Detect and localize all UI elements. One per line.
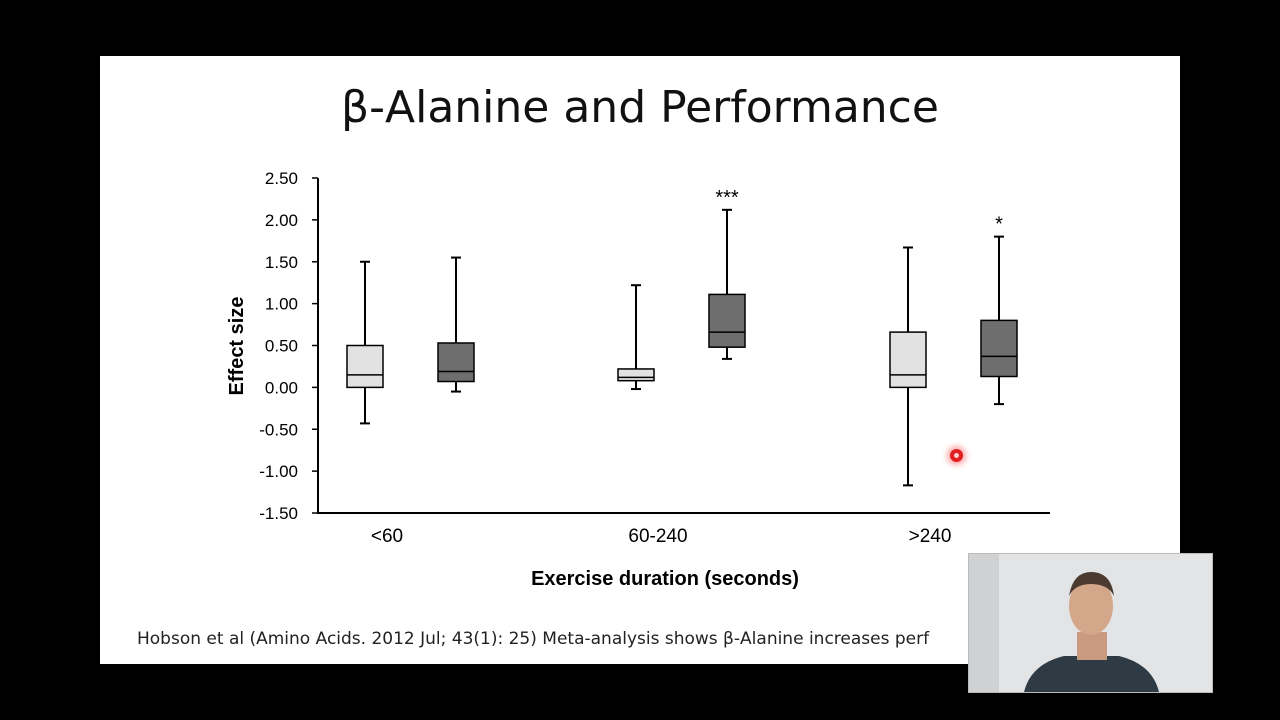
y-tick-label: -1.50	[259, 504, 298, 523]
iqr-box	[980, 319, 1018, 378]
iqr-box	[708, 293, 746, 348]
presenter-webcam-overlay	[968, 553, 1213, 693]
y-tick-label: 0.50	[265, 337, 298, 356]
slide-caption: Hobson et al (Amino Acids. 2012 Jul; 43(…	[137, 629, 930, 649]
iqr-box	[617, 368, 655, 382]
box-series: ****	[346, 187, 1018, 487]
y-tick-label: 0.00	[265, 378, 298, 397]
y-axis-ticks: 2.50 2.00 1.50 1.00 0.50 0.00 -0.50 -1.00 -1.50	[259, 169, 318, 523]
y-tick-label: -1.00	[259, 462, 298, 481]
box-plot-beta-alanine: ***	[708, 187, 746, 360]
box-plot-placebo	[346, 260, 384, 425]
x-tick-label: <60	[371, 526, 403, 547]
slide: β-Alanine and Performance 2.50 2.00 1.50 1.…	[100, 56, 1180, 664]
box-plot-chart: 2.502.001.501.000.500.00-0.50-1.00-1.50 …	[226, 169, 1050, 590]
box-plot-placebo	[617, 284, 655, 391]
x-axis-title: Exercise duration (seconds)	[531, 568, 799, 590]
significance-marker: *	[995, 214, 1003, 236]
box-plot-beta-alanine	[437, 256, 475, 393]
y-axis-title: Effect size	[226, 297, 248, 396]
y-tick-label: 2.00	[265, 211, 298, 230]
x-axis-ticks: <60 60-240 >240	[371, 526, 952, 547]
iqr-box	[437, 342, 475, 383]
box-plot-placebo	[889, 246, 927, 487]
iqr-box	[889, 331, 927, 389]
y-tick-label: 1.00	[265, 295, 298, 314]
iqr-box	[346, 344, 384, 389]
slide-title: β-Alanine and Performance	[341, 82, 939, 133]
y-tick-label: 1.50	[265, 253, 298, 272]
y-tick-label: 2.50	[265, 169, 298, 188]
x-tick-label: 60-240	[628, 526, 687, 547]
laser-pointer	[950, 449, 963, 462]
y-tick-label: -0.50	[259, 420, 298, 439]
x-tick-label: >240	[909, 526, 952, 547]
presenter-video	[969, 554, 1212, 692]
box-plot-beta-alanine: *	[980, 214, 1018, 406]
significance-marker: ***	[715, 187, 739, 209]
